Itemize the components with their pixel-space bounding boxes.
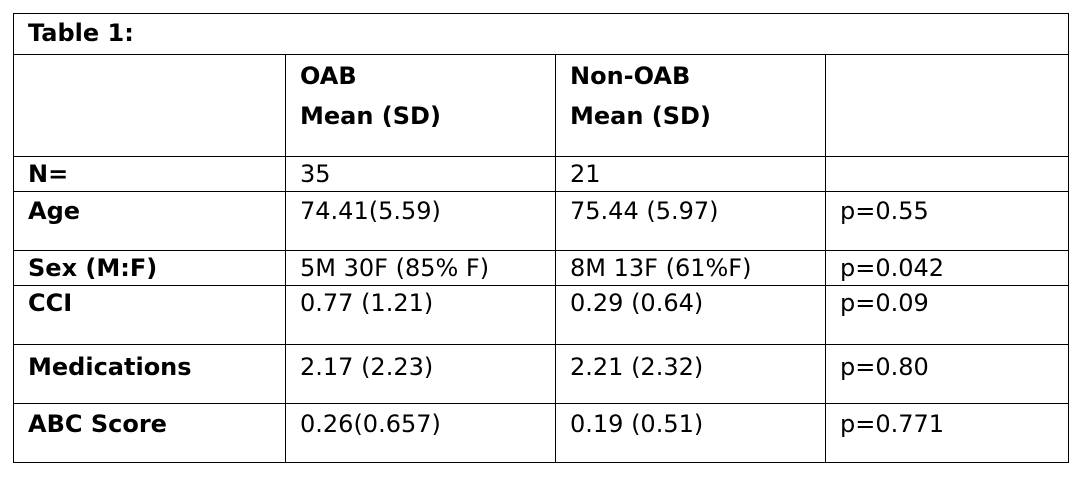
oab-value: 0.77 (1.21) bbox=[285, 285, 556, 345]
row-label: ABC Score bbox=[13, 403, 286, 463]
header-non-oab-title: Non-OAB bbox=[570, 62, 691, 90]
row-label: N= bbox=[13, 156, 286, 192]
header-cell-non-oab: Non-OAB Mean (SD) bbox=[555, 54, 826, 157]
row-label: Medications bbox=[13, 344, 286, 404]
non-oab-value: 0.29 (0.64) bbox=[555, 285, 826, 345]
row-label: CCI bbox=[13, 285, 286, 345]
table-row: Sex (M:F) 5M 30F (85% F) 8M 13F (61%F) p… bbox=[13, 250, 1069, 286]
oab-value: 5M 30F (85% F) bbox=[285, 250, 556, 286]
header-oab-subtitle: Mean (SD) bbox=[300, 102, 441, 130]
header-cell-empty-1 bbox=[13, 54, 286, 157]
table-row: CCI 0.77 (1.21) 0.29 (0.64) p=0.09 bbox=[13, 285, 1069, 345]
row-label: Age bbox=[13, 191, 286, 251]
header-oab-title: OAB bbox=[300, 62, 357, 90]
data-table: Table 1: OAB Mean (SD) Non-OAB Mean (SD)… bbox=[13, 13, 1069, 463]
non-oab-value: 21 bbox=[555, 156, 826, 192]
oab-value: 2.17 (2.23) bbox=[285, 344, 556, 404]
p-value: p=0.09 bbox=[825, 285, 1069, 345]
table-container: Table 1: OAB Mean (SD) Non-OAB Mean (SD)… bbox=[13, 13, 1069, 463]
p-value: p=0.042 bbox=[825, 250, 1069, 286]
non-oab-value: 8M 13F (61%F) bbox=[555, 250, 826, 286]
oab-value: 35 bbox=[285, 156, 556, 192]
header-cell-empty-4 bbox=[825, 54, 1069, 157]
table-caption: Table 1: bbox=[13, 13, 1069, 55]
non-oab-value: 2.21 (2.32) bbox=[555, 344, 826, 404]
row-label: Sex (M:F) bbox=[13, 250, 286, 286]
header-non-oab-subtitle: Mean (SD) bbox=[570, 102, 711, 130]
p-value: p=0.55 bbox=[825, 191, 1069, 251]
oab-value: 74.41(5.59) bbox=[285, 191, 556, 251]
non-oab-value: 0.19 (0.51) bbox=[555, 403, 826, 463]
p-value: p=0.80 bbox=[825, 344, 1069, 404]
oab-value: 0.26(0.657) bbox=[285, 403, 556, 463]
non-oab-value: 75.44 (5.97) bbox=[555, 191, 826, 251]
table-row: Age 74.41(5.59) 75.44 (5.97) p=0.55 bbox=[13, 191, 1069, 251]
header-row: OAB Mean (SD) Non-OAB Mean (SD) bbox=[13, 54, 1069, 157]
p-value: p=0.771 bbox=[825, 403, 1069, 463]
p-value bbox=[825, 156, 1069, 192]
table-row: Medications 2.17 (2.23) 2.21 (2.32) p=0.… bbox=[13, 344, 1069, 404]
caption-row: Table 1: bbox=[13, 13, 1069, 55]
table-row: ABC Score 0.26(0.657) 0.19 (0.51) p=0.77… bbox=[13, 403, 1069, 463]
table-row: N= 35 21 bbox=[13, 156, 1069, 192]
header-cell-oab: OAB Mean (SD) bbox=[285, 54, 556, 157]
